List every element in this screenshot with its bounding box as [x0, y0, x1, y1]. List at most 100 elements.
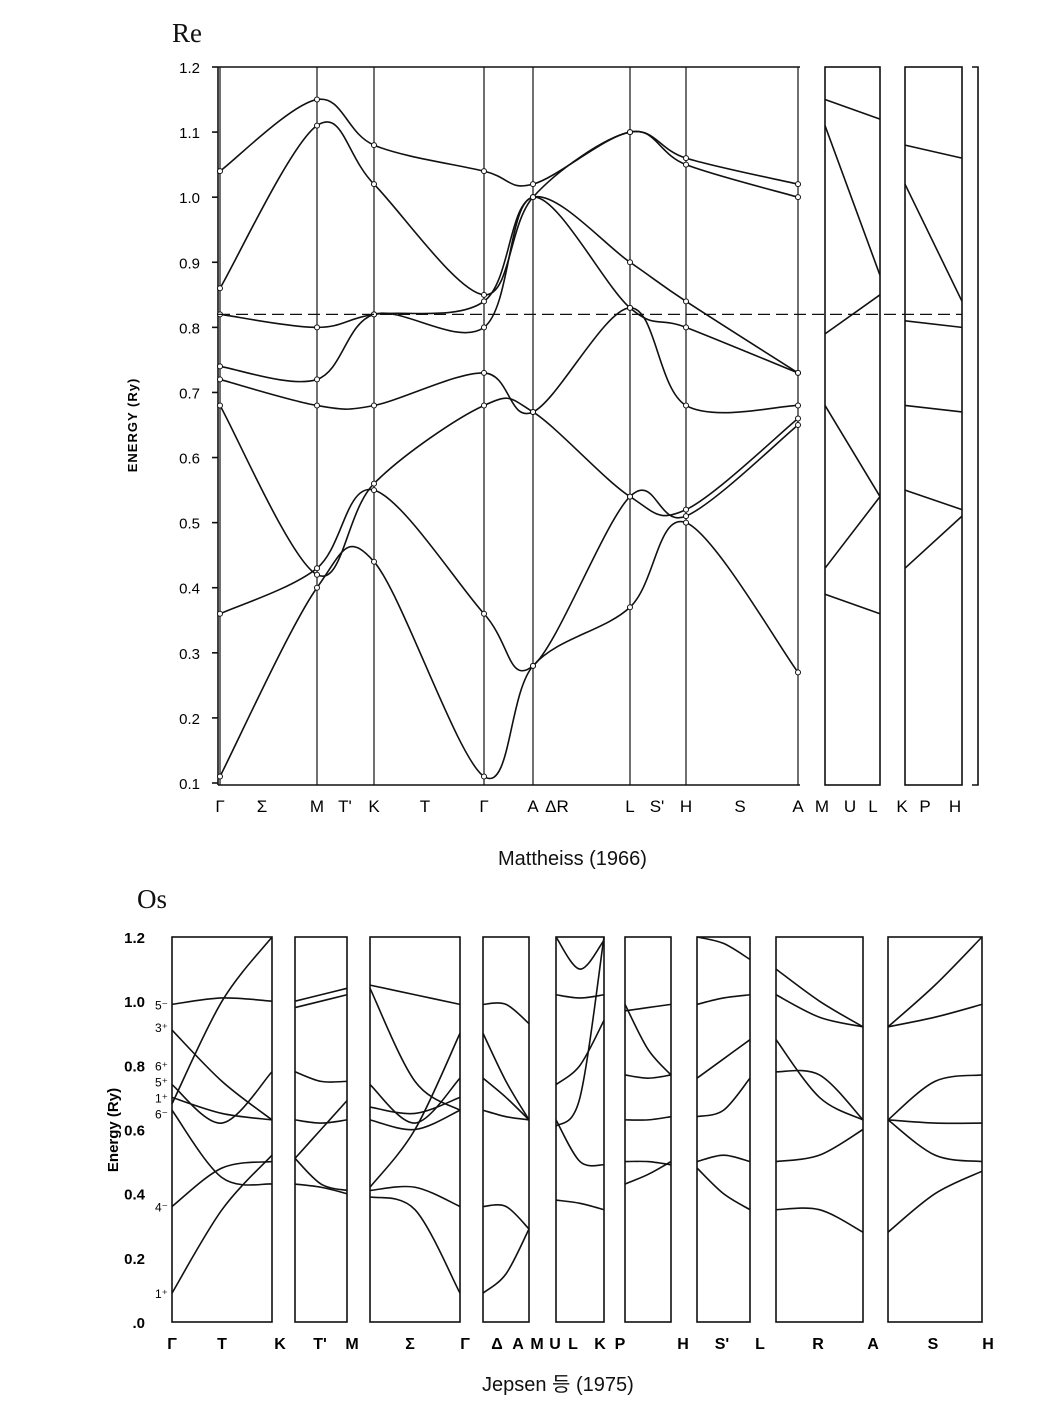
band-line [696, 936, 751, 961]
band-line [887, 936, 983, 1028]
k-point-label: T' [338, 797, 352, 816]
band-line [824, 125, 881, 276]
band-point [217, 376, 223, 383]
band-point [217, 168, 223, 175]
k-point-label: S' [650, 797, 665, 816]
y-tick-label: 0.4 [124, 1187, 146, 1204]
band-line [369, 1109, 461, 1131]
y-tick-label: 0.2 [124, 1251, 145, 1268]
band-line [775, 1069, 864, 1121]
band-point [683, 324, 689, 331]
band-line [171, 1160, 273, 1208]
band-line [219, 424, 799, 672]
band-line [824, 98, 881, 120]
band-point [371, 181, 377, 188]
band-line [369, 984, 461, 1006]
os-panel-frame [887, 936, 983, 1323]
band-point [217, 610, 223, 617]
band-line [555, 1199, 605, 1211]
k-point-label: H [982, 1336, 994, 1353]
band-line [555, 1020, 605, 1086]
k-point-label: A [512, 1336, 524, 1353]
k-point-label: S' [715, 1336, 729, 1353]
band-line [887, 1074, 983, 1121]
band-point [530, 194, 536, 201]
band-point [530, 181, 536, 188]
panel-bracket [972, 66, 979, 786]
band-line [171, 997, 273, 1006]
band-point [314, 571, 320, 578]
band-line [482, 1077, 530, 1121]
y-tick-label: 0.4 [179, 581, 200, 598]
band-line [219, 195, 799, 374]
band-point [314, 96, 320, 103]
k-point-label: A [527, 797, 539, 816]
y-tick-label: 0.5 [179, 516, 200, 533]
band-line [555, 993, 605, 999]
side-panel-frame [904, 66, 963, 786]
y-tick-label: 0.7 [179, 385, 200, 402]
os-panel-frame [555, 936, 605, 1323]
band-line [294, 1100, 348, 1159]
band-point [314, 565, 320, 572]
symmetry-label: 6⁻ [155, 1107, 168, 1121]
y-tick-label: 0.6 [179, 451, 200, 468]
band-point [217, 285, 223, 292]
band-line [555, 1119, 605, 1167]
band-line [696, 993, 751, 1006]
band-point [795, 181, 801, 188]
band-line [219, 307, 799, 415]
band-line [824, 496, 881, 569]
band-point [795, 194, 801, 201]
k-point-label: R [812, 1336, 824, 1353]
k-point-label: M [310, 797, 324, 816]
band-point [683, 513, 689, 520]
symmetry-label: 5⁺ [155, 1075, 168, 1089]
y-tick-label: 0.8 [179, 320, 200, 337]
band-line [775, 968, 864, 1028]
k-point-label: M [345, 1336, 358, 1353]
band-point [371, 402, 377, 409]
k-point-label: Γ [479, 797, 488, 816]
k-point-label: T' [313, 1336, 327, 1353]
band-line [904, 144, 963, 159]
os-panel-frame [624, 936, 672, 1323]
k-point-label: ΔR [545, 797, 569, 816]
band-line [171, 936, 273, 1105]
band-line [904, 183, 963, 302]
band-line [219, 121, 799, 296]
band-point [683, 519, 689, 526]
symmetry-label: 3⁺ [155, 1021, 168, 1035]
band-point [314, 122, 320, 129]
symmetry-label: 6⁺ [155, 1059, 168, 1073]
band-line [171, 1154, 273, 1294]
band-line [171, 1029, 273, 1121]
k-point-label: P [919, 797, 930, 816]
re-title: Re [172, 18, 202, 48]
band-line [482, 1204, 530, 1230]
band-point [314, 324, 320, 331]
band-point [481, 168, 487, 175]
band-line [555, 936, 605, 1127]
k-point-label: L [625, 797, 634, 816]
band-point [795, 422, 801, 428]
band-point [627, 259, 633, 266]
k-point-label: L [755, 1336, 765, 1353]
k-point-label: M [815, 797, 829, 816]
y-tick-label: 0.2 [179, 711, 200, 728]
band-line [171, 1071, 273, 1124]
k-point-label: Γ [460, 1336, 470, 1353]
band-line [369, 1196, 461, 1294]
band-line [775, 1039, 864, 1121]
k-point-label: Σ [405, 1336, 415, 1353]
band-point [481, 369, 487, 376]
band-line [624, 1004, 672, 1076]
y-tick-label: 0.8 [124, 1058, 145, 1075]
band-line [696, 1167, 751, 1211]
band-line [887, 1119, 983, 1125]
band-point [683, 402, 689, 409]
band-line [624, 1115, 672, 1121]
k-point-label: H [680, 797, 692, 816]
band-point [481, 298, 487, 305]
